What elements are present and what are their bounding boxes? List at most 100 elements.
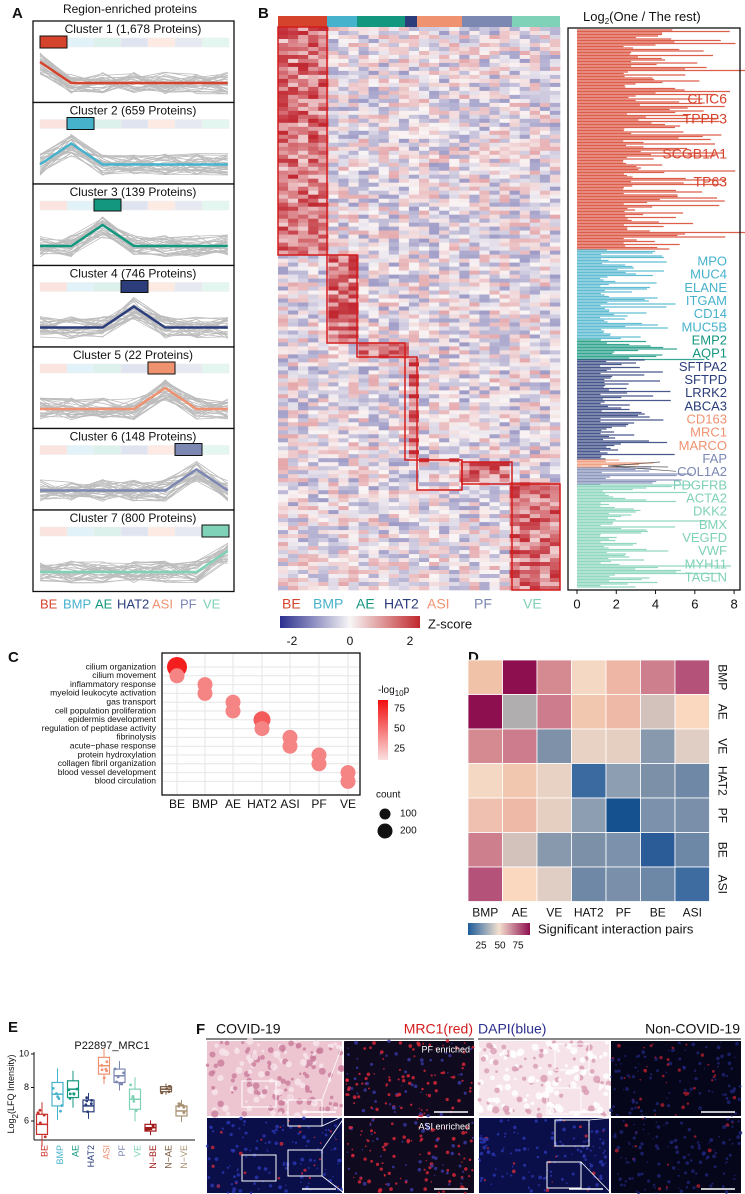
heatmap-cell (429, 546, 440, 551)
cluster-highlight (174, 443, 203, 456)
region-strip (147, 526, 176, 537)
heatmap-cell (439, 35, 450, 40)
heatmap-cell (328, 482, 339, 487)
heatmap-cell (502, 763, 538, 799)
region-strip (201, 119, 230, 129)
heatmap-cell (509, 35, 520, 40)
heatmap-cell (378, 90, 390, 96)
heatmap-cell (408, 134, 420, 140)
heatmap-cell (439, 178, 450, 183)
heatmap-cell (439, 294, 450, 299)
heatmap-cell (318, 474, 329, 479)
heatmap-cell (449, 470, 460, 475)
heatmap-cell (358, 322, 369, 327)
heatmap-cell (449, 406, 460, 411)
heatmap-cell (298, 358, 309, 363)
heatmap-cell (308, 502, 319, 507)
heatmap-cell (509, 258, 520, 263)
heatmap-cell (429, 230, 440, 235)
heatmap-cell (358, 506, 369, 511)
heatmap-cell (398, 398, 410, 403)
heatmap-cell (348, 394, 359, 399)
heatmap-cell (429, 554, 440, 559)
heatmap-cell (358, 370, 369, 375)
heatmap-cell (398, 266, 410, 271)
heatmap-cell (338, 554, 349, 559)
heatmap-cell (288, 330, 299, 335)
heatmap-cell (519, 302, 531, 307)
heatmap-cell (408, 530, 420, 535)
heatmap-cell (358, 362, 369, 367)
heatmap-cell (368, 462, 379, 467)
heatmap-cell (368, 342, 379, 347)
heatmap-cell (308, 94, 319, 100)
heatmap-cell (408, 478, 420, 483)
cluster-mean-line (39, 60, 228, 85)
heatmap-cell (348, 78, 359, 84)
heatmap-cell (489, 102, 500, 108)
heatmap-cell (419, 494, 430, 499)
heatmap-cell (519, 298, 531, 303)
heatmap-cell (419, 582, 430, 587)
heatmap-cell (536, 866, 572, 902)
condition-label: Non-COVID-19 (645, 1021, 740, 1037)
heatmap-cell (529, 74, 541, 80)
heatmap-cell (539, 198, 551, 203)
heatmap-cell (398, 146, 410, 152)
heatmap-cell (419, 478, 430, 483)
heatmap-cell (408, 406, 420, 411)
heatmap-cell (549, 246, 561, 251)
heatmap-cell (348, 186, 359, 191)
heatmap-cell (479, 190, 490, 195)
heatmap-cell (338, 27, 349, 32)
heatmap-cell (278, 550, 289, 555)
term-label: cilium movement (92, 670, 156, 680)
heatmap-cell (449, 106, 460, 112)
heatmap-cell (308, 51, 319, 56)
heatmap-cell (358, 542, 369, 547)
heatmap-cell (439, 334, 450, 339)
heatmap-cell (429, 55, 440, 60)
heatmap-cell (459, 242, 470, 247)
heatmap-cell (469, 222, 480, 227)
heatmap-cell (539, 538, 551, 543)
heatmap-cell (278, 426, 289, 431)
heatmap-cell (489, 206, 500, 211)
heatmap-cell (529, 362, 541, 367)
heatmap-cell (318, 334, 329, 339)
heatmap-cell (539, 422, 551, 427)
heatmap-cell (509, 486, 520, 491)
heatmap-cell (298, 454, 309, 459)
heatmap-cell (278, 43, 289, 48)
region-strip (120, 526, 149, 537)
heatmap-cell (419, 47, 430, 52)
stain-label: DAPI(blue) (478, 1021, 546, 1037)
heatmap-cell (358, 274, 369, 279)
heatmap-cell (509, 158, 520, 164)
heatmap-cell (499, 438, 510, 443)
heatmap-cell (338, 35, 349, 40)
heatmap-cell (328, 586, 339, 591)
heatmap-cell (288, 238, 299, 243)
heatmap-cell (308, 78, 319, 84)
x-tick-label: BMP (192, 797, 218, 811)
heatmap-cell (388, 110, 400, 116)
heatmap-cell (278, 542, 289, 547)
heatmap-cell (519, 466, 531, 471)
heatmap-cell (449, 98, 460, 104)
gene-label: MPO (697, 253, 727, 268)
heatmap-cell (318, 526, 329, 531)
heatmap-cell (549, 282, 561, 287)
heatmap-cell (539, 378, 551, 383)
heatmap-cell (509, 454, 520, 459)
heatmap-cell (469, 470, 480, 475)
heatmap-cell (489, 318, 500, 323)
heatmap-cell (479, 370, 490, 375)
heatmap-cell (328, 566, 339, 571)
heatmap-cell (449, 370, 460, 375)
heatmap-cell (469, 27, 480, 32)
heatmap-cell (509, 350, 520, 355)
heatmap-cell (439, 31, 450, 36)
heatmap-cell (318, 35, 329, 40)
heatmap-cell (298, 550, 309, 555)
